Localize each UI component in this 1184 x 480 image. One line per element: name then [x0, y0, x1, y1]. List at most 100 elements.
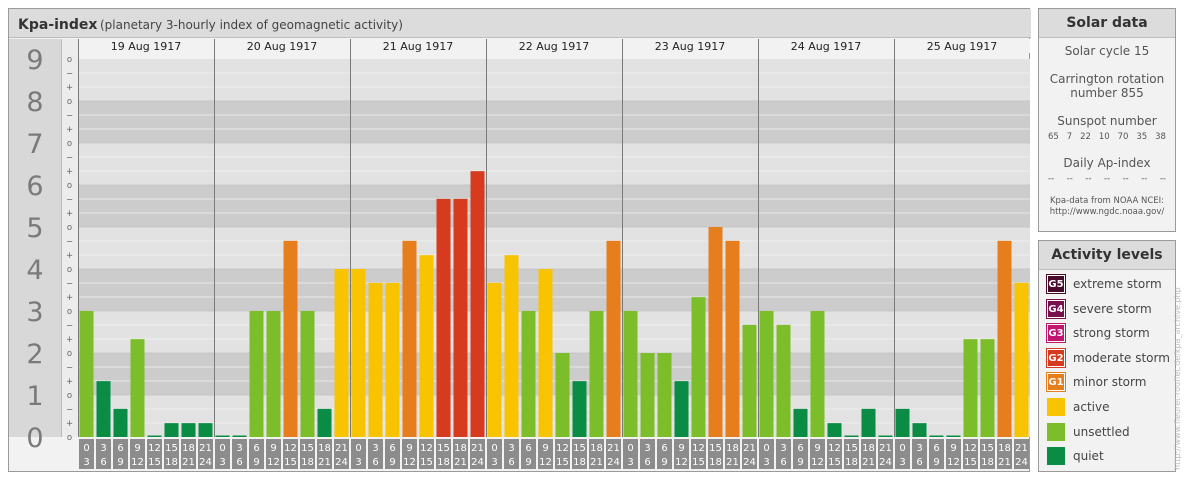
interval-end-label: 18 — [165, 457, 178, 468]
kp-bar — [776, 324, 791, 437]
interval-cell — [368, 439, 383, 469]
legend-item: active — [1047, 397, 1109, 417]
interval-end-label: 15 — [692, 457, 705, 468]
interval-end-label: 6 — [916, 457, 922, 468]
date-label: 23 Aug 1917 — [655, 40, 725, 53]
interval-start-label: 12 — [284, 443, 297, 454]
interval-end-label: 12 — [267, 457, 280, 468]
kp-bar — [793, 408, 808, 437]
interval-cell — [640, 439, 655, 469]
kp-band — [78, 353, 1030, 395]
interval-cell — [215, 439, 230, 469]
y-minor-tick-label: − — [66, 321, 73, 331]
date-label: 22 Aug 1917 — [519, 40, 589, 53]
y-minor-tick-label: o — [67, 433, 72, 443]
kp-bar — [912, 423, 927, 437]
interval-end-label: 15 — [828, 457, 841, 468]
kp-bar — [232, 435, 247, 437]
interval-start-label: 15 — [981, 443, 994, 454]
kp-bar — [946, 435, 961, 437]
activity-levels-panel: Activity levels G5 extreme storm G4 severe … — [1038, 240, 1176, 472]
interval-start-label: 3 — [372, 443, 378, 454]
y-axis-column — [9, 39, 61, 437]
interval-cell — [912, 439, 927, 469]
interval-start-label: 3 — [916, 443, 922, 454]
carrington-line1: Carrington rotation — [1049, 72, 1165, 86]
y-minor-tick-label: + — [66, 83, 73, 93]
interval-start-label: 0 — [491, 443, 497, 454]
interval-end-label: 9 — [253, 457, 259, 468]
interval-start-label: 12 — [420, 443, 433, 454]
solar-cycle: Solar cycle 15 — [1064, 44, 1150, 58]
legend-swatch: G3 — [1046, 323, 1066, 344]
kp-bar — [963, 339, 978, 437]
interval-end-label: 9 — [525, 457, 531, 468]
interval-cell — [589, 439, 604, 469]
y-tick-label: 4 — [26, 255, 43, 286]
interval-start-label: 0 — [627, 443, 633, 454]
y-minor-tick-label: − — [66, 195, 73, 205]
interval-start-label: 6 — [389, 443, 395, 454]
interval-cell — [827, 439, 842, 469]
kp-bar — [861, 408, 876, 437]
interval-cell — [453, 439, 468, 469]
kp-bar — [623, 311, 638, 437]
interval-cell — [164, 439, 179, 469]
interval-start-label: 18 — [318, 443, 331, 454]
kp-bar — [215, 435, 230, 437]
chart-subtitle: (planetary 3-hourly index of geomagnetic… — [100, 18, 403, 32]
interval-cell — [793, 439, 808, 469]
kp-bar — [1014, 282, 1029, 437]
kp-band — [78, 269, 1030, 311]
interval-cell — [708, 439, 723, 469]
interval-end-label: 12 — [811, 457, 824, 468]
interval-start-label: 9 — [678, 443, 684, 454]
kp-bar — [181, 423, 196, 437]
interval-cell — [487, 439, 502, 469]
kpa-chart: Kpa-index (planetary 3-hourly index of g… — [9, 9, 1031, 469]
interval-cell — [844, 439, 859, 469]
kp-bar — [538, 269, 553, 437]
kp-bar — [572, 381, 587, 437]
legend-label: strong storm — [1073, 326, 1150, 341]
interval-end-label: 21 — [454, 457, 467, 468]
interval-end-label: 12 — [539, 457, 552, 468]
ap-value: -- — [1085, 174, 1092, 184]
interval-end-label: 21 — [726, 457, 739, 468]
interval-end-label: 24 — [879, 457, 892, 468]
interval-cell — [538, 439, 553, 469]
data-source-line2: http://www.ngdc.noaa.gov/ — [1049, 207, 1165, 217]
kp-bar — [929, 435, 944, 437]
kp-bar — [164, 423, 179, 437]
interval-start-label: 6 — [525, 443, 531, 454]
interval-cell — [776, 439, 791, 469]
interval-start-label: 0 — [899, 443, 905, 454]
interval-start-label: 9 — [950, 443, 956, 454]
y-minor-tick-label: + — [66, 251, 73, 261]
interval-cell — [997, 439, 1012, 469]
kp-bar — [300, 311, 315, 437]
interval-start-label: 21 — [1015, 443, 1028, 454]
legend-swatch: G1 — [1046, 372, 1066, 393]
sunspot-value: 65 — [1048, 132, 1059, 142]
interval-start-label: 12 — [556, 443, 569, 454]
kp-bar — [147, 435, 162, 437]
interval-end-label: 21 — [318, 457, 331, 468]
interval-cell — [606, 439, 621, 469]
y-minor-tick-label: o — [67, 97, 72, 107]
kp-band — [78, 59, 1030, 101]
kp-bar — [606, 240, 621, 437]
interval-start-label: 9 — [134, 443, 140, 454]
interval-end-label: 6 — [780, 457, 786, 468]
legend-item: G4 severe storm — [1046, 298, 1152, 319]
interval-start-label: 18 — [182, 443, 195, 454]
interval-cell — [572, 439, 587, 469]
kp-bar — [708, 227, 723, 437]
interval-end-label: 12 — [131, 457, 144, 468]
legend-item: unsettled — [1047, 422, 1130, 442]
y-minor-tick-label: o — [67, 349, 72, 359]
interval-cell — [521, 439, 536, 469]
kp-bar — [96, 381, 111, 437]
interval-end-label: 18 — [573, 457, 586, 468]
interval-end-label: 24 — [471, 457, 484, 468]
